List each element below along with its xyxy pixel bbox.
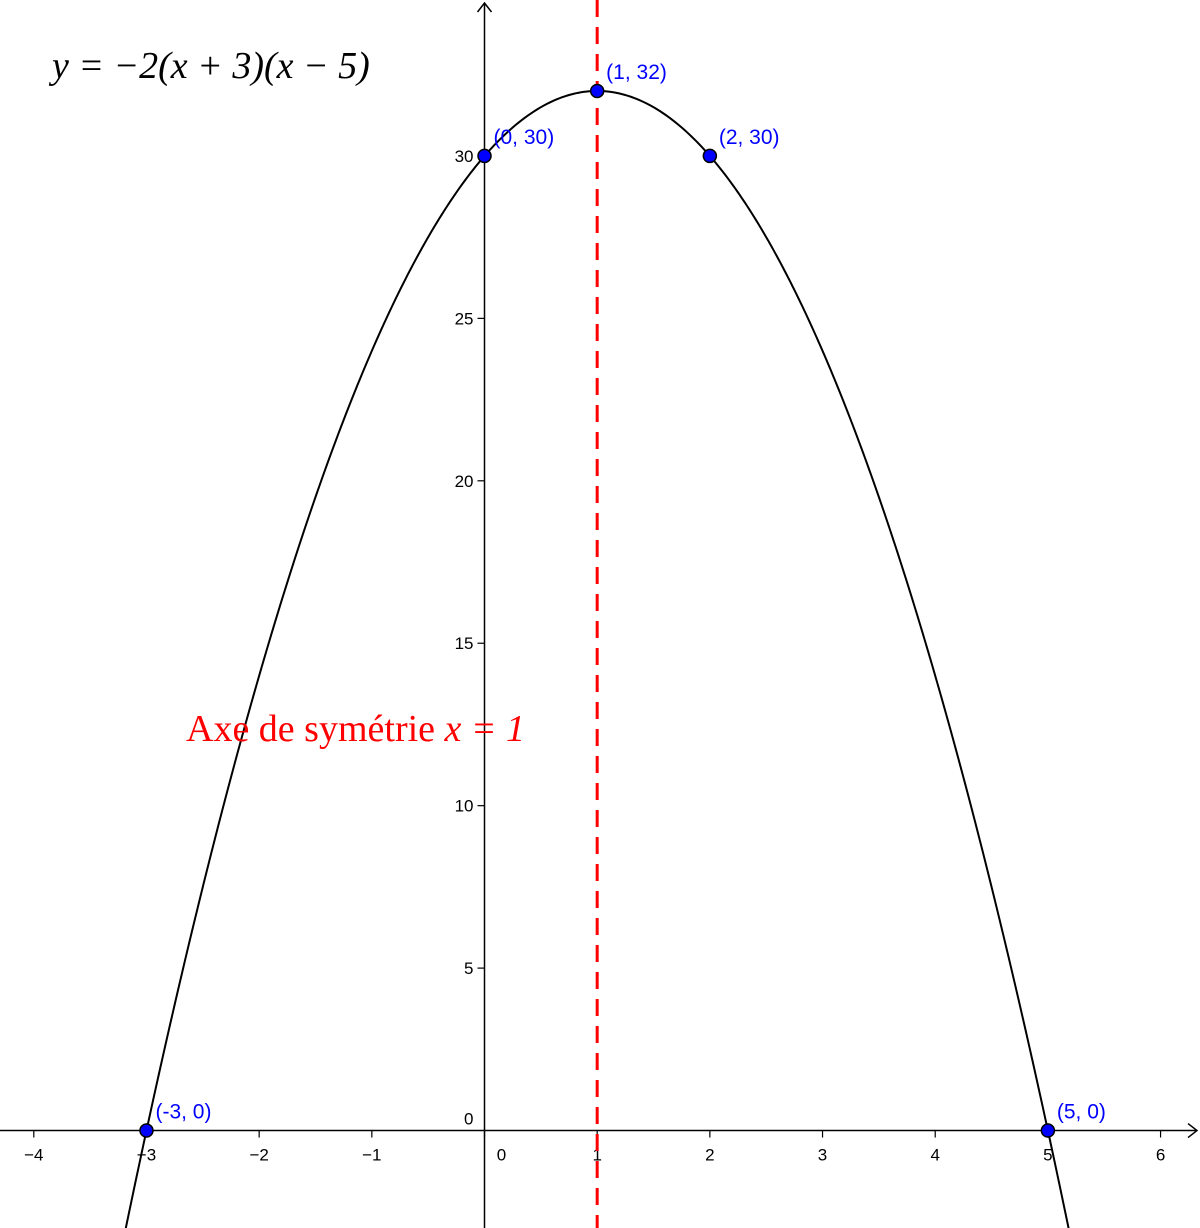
y-tick: 25 xyxy=(455,309,485,328)
y-axis-arrow-icon xyxy=(476,1,493,13)
x-tick: 6 xyxy=(1156,1130,1165,1165)
data-point-marker xyxy=(702,148,718,164)
data-point-label: (1, 32) xyxy=(606,61,667,84)
x-tick-label: 0 xyxy=(497,1146,506,1165)
x-tick-label: 4 xyxy=(930,1146,939,1165)
x-tick-label: 6 xyxy=(1156,1146,1165,1165)
data-point-marker xyxy=(139,1123,154,1138)
y-tick-label: 30 xyxy=(455,147,474,166)
x-tick: 3 xyxy=(818,1130,827,1165)
data-point-marker xyxy=(1040,1123,1056,1138)
symmetry-axis-label-text: Axe de symétrie xyxy=(186,708,445,750)
data-point-label: (0, 30) xyxy=(494,126,555,149)
x-tick-label: 2 xyxy=(705,1146,714,1165)
x-tick: −1 xyxy=(362,1130,382,1165)
x-axis-arrow-icon xyxy=(1187,1122,1199,1139)
x-tick: 4 xyxy=(930,1130,940,1165)
data-point-label: (-3, 0) xyxy=(155,1101,211,1124)
x-tick: 0 xyxy=(483,1130,506,1165)
data-point: (2, 30) xyxy=(702,126,780,164)
x-tick-label: 1 xyxy=(592,1146,601,1165)
data-point-label: (5, 0) xyxy=(1057,1101,1106,1124)
data-point: (1, 32) xyxy=(589,61,667,99)
x-tick-label: 5 xyxy=(1043,1146,1052,1165)
data-point-marker xyxy=(477,148,492,164)
equation-label: y = −2(x + 3)(x − 5) xyxy=(48,45,370,87)
symmetry-axis-label-math: x = 1 xyxy=(444,708,526,750)
y-tick-label: 0 xyxy=(464,1110,473,1129)
y-tick-label: 20 xyxy=(455,472,474,491)
x-tick: −4 xyxy=(24,1130,43,1165)
y-tick-label: 25 xyxy=(455,309,474,328)
y-tick: 15 xyxy=(455,634,485,653)
y-tick-label: 5 xyxy=(464,959,473,978)
y-tick-label: 10 xyxy=(455,797,474,816)
x-tick: −2 xyxy=(249,1130,269,1165)
x-tick-label: −1 xyxy=(362,1146,381,1165)
y-tick: 20 xyxy=(455,472,485,491)
y-tick-label: 15 xyxy=(455,634,474,653)
data-point: (0, 30) xyxy=(477,126,555,164)
symmetry-axis-label: Axe de symétrie x = 1 xyxy=(186,708,525,750)
data-point: (-3, 0) xyxy=(139,1101,211,1138)
y-tick: 0 xyxy=(464,1110,473,1129)
data-point-marker xyxy=(589,83,605,99)
x-tick-label: −4 xyxy=(24,1146,43,1165)
x-tick-label: −2 xyxy=(249,1146,268,1165)
y-tick: 10 xyxy=(455,797,485,816)
parabola-curve xyxy=(124,89,1070,1228)
data-point-label: (2, 30) xyxy=(719,126,780,149)
x-tick-label: 3 xyxy=(818,1146,827,1165)
y-tick: 5 xyxy=(464,959,485,978)
x-tick: 2 xyxy=(705,1130,715,1165)
data-point: (5, 0) xyxy=(1040,1101,1106,1138)
